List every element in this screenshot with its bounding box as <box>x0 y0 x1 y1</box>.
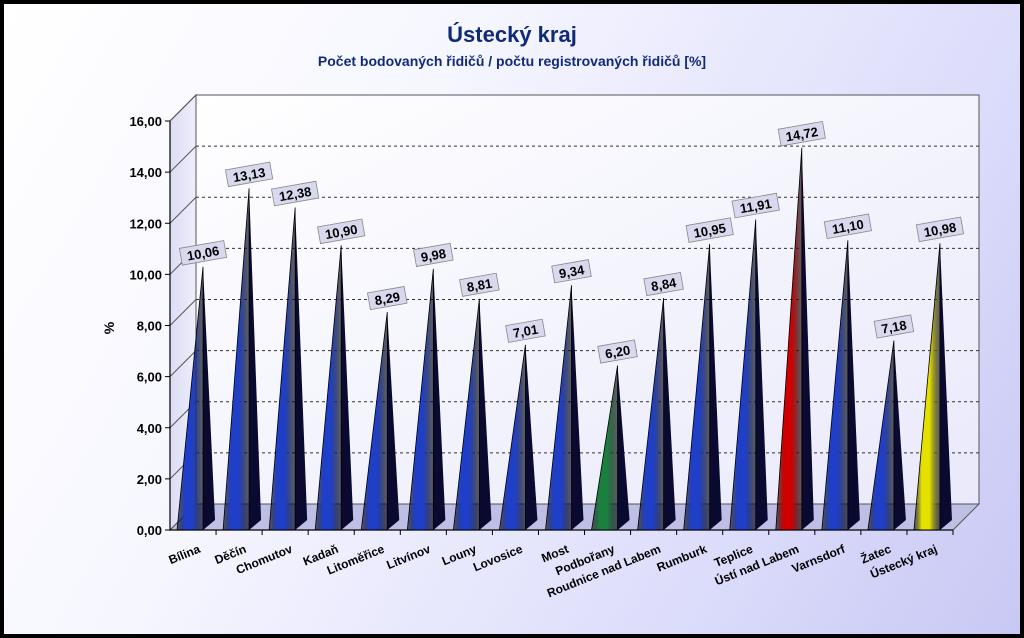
gridline-side <box>169 299 197 326</box>
bar-side <box>203 266 216 530</box>
data-label-group: 12,38 <box>271 180 320 207</box>
data-label-group: 7,01 <box>505 318 546 343</box>
chart-frame: 0,00 2,00 4,00 6,00 8,00 10,00 12,00 14,00 16,00… <box>4 4 1020 634</box>
bar-side <box>893 340 906 530</box>
data-label-group: 14,72 <box>777 120 826 147</box>
data-label-group: 6,20 <box>597 339 638 364</box>
data-label-group: 11,91 <box>731 192 780 219</box>
bar-side <box>617 365 630 530</box>
x-tick-label: Litvínov <box>385 542 433 572</box>
y-tick-label: 8,00 <box>137 319 162 334</box>
data-label: 13,13 <box>232 165 267 185</box>
data-label-box <box>777 120 826 147</box>
data-label-box <box>317 218 366 245</box>
data-label: 14,72 <box>785 124 820 144</box>
bar-side <box>525 344 538 530</box>
data-label-group: 8,29 <box>367 286 408 311</box>
data-label-group: 8,81 <box>459 272 500 297</box>
data-label-box <box>597 339 638 364</box>
data-label: 7,01 <box>512 322 540 341</box>
data-label-box <box>873 314 915 339</box>
bar-side <box>663 298 676 530</box>
gridline-side <box>169 145 197 173</box>
y-tick-label: 14,00 <box>129 165 162 180</box>
y-tick-label: 2,00 <box>137 472 162 487</box>
y-tick-label: 6,00 <box>137 370 162 385</box>
data-label-box <box>551 259 592 284</box>
data-label-group: 10,06 <box>178 240 228 266</box>
y-tick-label: 10,00 <box>129 267 162 282</box>
data-label-group: 13,13 <box>224 161 274 188</box>
data-label: 10,98 <box>923 220 958 240</box>
x-tick-label: Bílina <box>167 542 203 567</box>
y-tick-label: 4,00 <box>137 421 162 436</box>
bar-side <box>249 188 262 530</box>
y-tick-label: 0,00 <box>137 523 162 538</box>
bar-side <box>341 245 354 530</box>
data-label: 8,29 <box>374 289 402 308</box>
data-label-box <box>367 286 408 311</box>
data-label-group: 9,34 <box>551 259 592 284</box>
bar-side <box>709 244 722 530</box>
x-tick-label: Varnsdorf <box>790 541 848 575</box>
bar-side <box>801 147 814 530</box>
data-label: 10,06 <box>186 243 221 263</box>
data-label: 11,91 <box>739 196 773 216</box>
data-label-box <box>643 271 684 297</box>
data-label-box <box>178 240 228 266</box>
data-label: 7,18 <box>880 317 908 336</box>
data-label: 10,95 <box>692 220 727 240</box>
data-label-box <box>731 192 780 219</box>
data-label-box <box>459 272 500 297</box>
bar-side <box>387 312 400 530</box>
data-label-group: 10,95 <box>685 217 734 243</box>
data-label: 10,90 <box>324 222 359 242</box>
y-tick-label: 12,00 <box>129 216 162 231</box>
data-label-box <box>915 216 965 243</box>
chart-title: Ústecký kraj <box>447 22 577 47</box>
gridline-side <box>169 94 197 122</box>
gridline-side <box>169 350 197 377</box>
data-label-group: 7,18 <box>873 314 915 339</box>
data-label: 8,84 <box>650 275 678 294</box>
data-label-group: 11,10 <box>823 213 872 239</box>
chart-subtitle: Počet bodovaných řidičů / počtu registro… <box>318 53 706 69</box>
data-label-group: 10,98 <box>915 216 965 243</box>
bar-side <box>295 207 308 530</box>
data-label: 11,10 <box>831 217 865 237</box>
data-label-box <box>823 213 872 239</box>
data-label: 9,34 <box>558 262 586 281</box>
x-tick-label: Rumburk <box>655 542 709 575</box>
bar-side <box>433 268 446 530</box>
data-label: 6,20 <box>604 342 632 361</box>
data-label-group: 8,84 <box>643 271 684 297</box>
data-label: 8,81 <box>466 276 494 295</box>
bar-chart: 0,00 2,00 4,00 6,00 8,00 10,00 12,00 14,00 16,00… <box>101 22 981 600</box>
x-tick-label: Lovosice <box>471 542 525 575</box>
bar-side <box>571 285 584 530</box>
bar-side <box>755 219 768 530</box>
data-label: 9,98 <box>420 246 448 265</box>
y-tick-label: 16,00 <box>129 114 162 129</box>
data-label: 12,38 <box>278 184 313 204</box>
bar-side <box>847 240 860 530</box>
data-label-group: 10,90 <box>317 218 366 245</box>
y-axis-label: % <box>101 321 117 334</box>
data-label-box <box>685 217 734 243</box>
data-label-box <box>505 318 546 343</box>
bar-side <box>939 243 952 531</box>
data-label-box <box>413 242 454 267</box>
data-label-box <box>271 180 320 207</box>
bar-side <box>479 298 492 530</box>
gridline-side <box>169 196 197 224</box>
data-label-box <box>224 161 274 188</box>
data-label-group: 9,98 <box>413 242 454 267</box>
